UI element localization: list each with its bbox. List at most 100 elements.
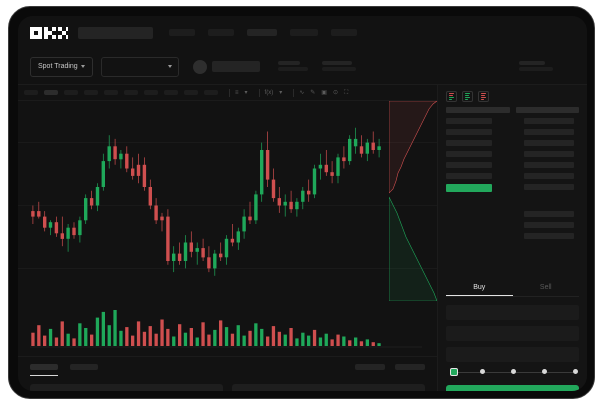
timeframe-btn-6[interactable]	[124, 90, 138, 95]
orderbook-row[interactable]	[446, 162, 492, 168]
timeframe-btn-2[interactable]	[44, 90, 58, 95]
orderbook-row[interactable]	[524, 118, 574, 124]
toolbar-divider-2	[258, 88, 260, 97]
timeframe-btn-1[interactable]	[24, 90, 38, 95]
place-buy-order-button[interactable]	[446, 385, 579, 391]
orderbook-row[interactable]	[446, 140, 492, 146]
orderbook-row[interactable]	[524, 129, 574, 135]
orderbook-row[interactable]	[524, 173, 574, 179]
nav-item-3[interactable]	[247, 29, 277, 36]
bottom-card-1[interactable]	[30, 384, 223, 391]
bottom-tab-order-history[interactable]	[70, 364, 98, 370]
indicators-icon[interactable]: f(x)	[264, 89, 274, 96]
volume-histogram-svg	[30, 310, 422, 348]
stat-high-low-value	[321, 66, 356, 71]
stat-high-low	[321, 60, 356, 73]
device-frame: Spot Trading	[8, 6, 595, 399]
stat-change-label	[277, 60, 300, 65]
pencil-icon[interactable]: ✎	[310, 89, 316, 96]
timeframe-btn-5[interactable]	[104, 90, 118, 95]
bottom-tab-active-underline	[30, 375, 58, 376]
timeframe-btn-9[interactable]	[184, 90, 198, 95]
bottom-action-1[interactable]	[355, 364, 385, 370]
order-price-field[interactable]	[446, 305, 579, 320]
bottom-orders-panel	[18, 356, 437, 391]
line-tool-icon[interactable]: ∿	[299, 89, 305, 96]
settings-icon[interactable]: ⊙	[332, 89, 338, 96]
timeframe-btn-7[interactable]	[144, 90, 158, 95]
search-input[interactable]	[78, 26, 153, 39]
orderbook-row[interactable]	[446, 118, 492, 124]
chevron-down-icon-indicators[interactable]: ▾	[279, 89, 283, 96]
trading-pair-select[interactable]	[100, 56, 179, 77]
orderbook-row-highlighted[interactable]	[446, 184, 492, 192]
orderbook-right-column	[515, 107, 579, 244]
orderbook-row[interactable]	[515, 107, 579, 113]
trading-side-panel: Buy Sell	[437, 85, 587, 391]
chevron-down-icon-chart[interactable]: ▾	[244, 89, 248, 96]
order-total-field[interactable]	[446, 347, 579, 362]
orderbook-row[interactable]	[524, 151, 574, 157]
tab-sell[interactable]: Sell	[539, 284, 552, 291]
bottom-tabs	[30, 364, 425, 376]
orderbook-view-both-icon[interactable]	[446, 91, 457, 102]
toolbar-divider-3	[293, 88, 295, 97]
orderbook-row[interactable]	[524, 233, 574, 239]
depth-chart-overlay	[389, 101, 437, 301]
timeframe-btn-10[interactable]	[204, 90, 218, 95]
orderbook-row[interactable]	[446, 107, 510, 113]
orderbook-view-asks-icon[interactable]	[478, 91, 489, 102]
candles-type-icon[interactable]: ≡	[235, 89, 239, 96]
timeframe-btn-3[interactable]	[64, 90, 78, 95]
slider-stop-50[interactable]	[511, 369, 516, 374]
slider-handle[interactable]	[450, 368, 458, 376]
bottom-action-2[interactable]	[395, 364, 425, 370]
slider-stop-25[interactable]	[480, 369, 485, 374]
orderbook-row[interactable]	[524, 184, 574, 190]
nav-item-2[interactable]	[208, 29, 234, 36]
candlestick-chart-svg	[18, 127, 437, 276]
candlestick-chart[interactable]	[18, 101, 437, 306]
stat-change	[277, 60, 308, 73]
order-amount-field[interactable]	[446, 326, 579, 341]
orderbook-left-column	[446, 107, 510, 244]
tab-buy[interactable]: Buy	[446, 279, 513, 296]
order-percent-slider[interactable]	[450, 368, 578, 377]
chart-toolbar: ≡ ▾ f(x) ▾ ∿ ✎ ▣ ⊙ ⛶	[18, 85, 437, 101]
nav-item-4[interactable]	[290, 29, 318, 36]
orderbook-row[interactable]	[524, 140, 574, 146]
buy-sell-tabs: Buy Sell	[446, 279, 579, 297]
ticker-pair-name	[211, 61, 260, 72]
orderbook-view-bids-icon[interactable]	[462, 91, 473, 102]
stat-volume-value	[519, 66, 553, 71]
bottom-card-2[interactable]	[232, 384, 425, 391]
orderbook-row[interactable]	[446, 151, 492, 157]
order-form	[438, 297, 587, 377]
slider-stop-100[interactable]	[573, 369, 578, 374]
top-header	[18, 16, 587, 49]
stat-volume	[519, 60, 553, 73]
orderbook-row[interactable]	[524, 162, 574, 168]
app-screen: Spot Trading	[18, 16, 587, 391]
timeframe-btn-8[interactable]	[164, 90, 178, 95]
stat-change-value	[277, 66, 308, 71]
orderbook-row[interactable]	[446, 129, 492, 135]
nav-item-1[interactable]	[169, 29, 195, 36]
orderbook-view-toggles	[438, 85, 587, 107]
slider-stop-75[interactable]	[542, 369, 547, 374]
orderbook-row[interactable]	[524, 211, 574, 217]
okx-logo[interactable]	[30, 26, 68, 39]
orderbook-body[interactable]	[438, 107, 587, 279]
chevron-down-icon	[80, 65, 85, 68]
orderbook-row[interactable]	[524, 222, 574, 228]
chevron-down-icon-pair	[167, 65, 172, 68]
fullscreen-icon[interactable]: ⛶	[343, 89, 349, 96]
nav-item-5[interactable]	[331, 29, 357, 36]
spot-trading-dropdown[interactable]: Spot Trading	[30, 56, 93, 77]
stat-high-low-label	[321, 60, 352, 65]
timeframe-btn-4[interactable]	[84, 90, 98, 95]
stat-volume-label	[519, 60, 545, 65]
camera-icon[interactable]: ▣	[321, 89, 327, 96]
orderbook-row[interactable]	[446, 173, 492, 179]
bottom-tab-open-orders[interactable]	[30, 364, 70, 376]
